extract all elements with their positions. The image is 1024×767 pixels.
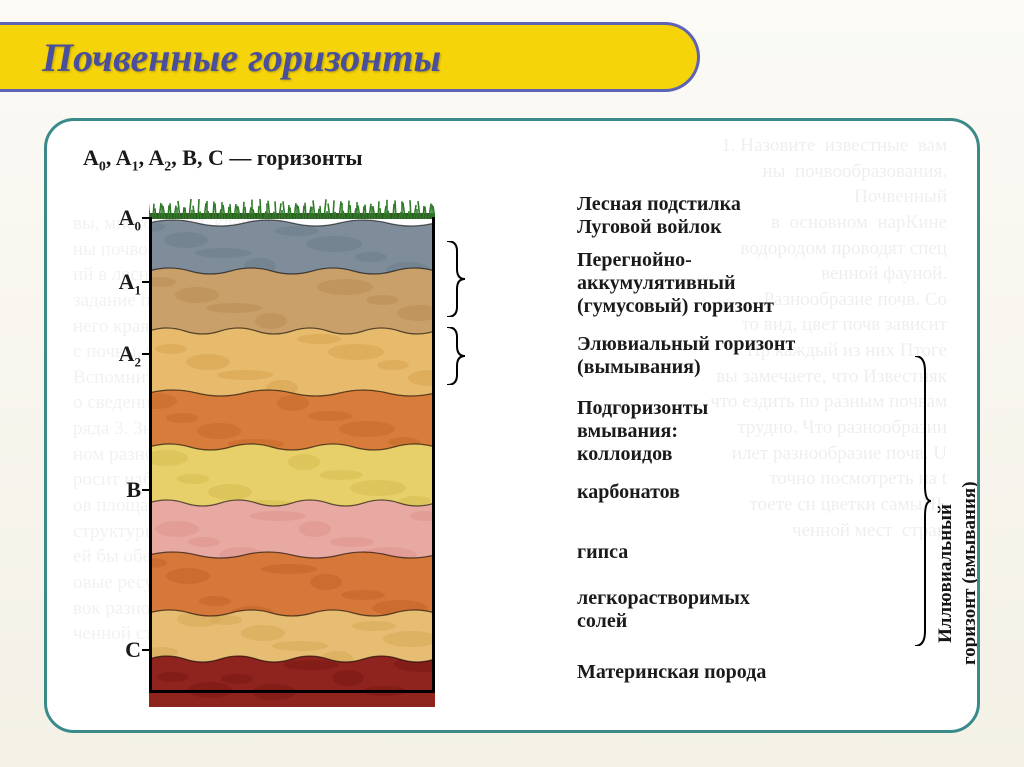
horizon-label-B: B — [101, 477, 141, 503]
slide-title: Почвенные горизонты — [42, 34, 441, 81]
grass-layer — [149, 193, 435, 219]
brace-1 — [443, 241, 465, 317]
desc-0: Лесная подстилка Луговой войлок — [577, 193, 741, 239]
desc-5: гипса — [577, 541, 628, 564]
horizon-label-C: C — [101, 637, 141, 663]
desc-2: Элювиальный горизонт (вымывания) — [577, 333, 795, 379]
layer-c — [149, 653, 435, 707]
profile-border-right — [432, 217, 435, 693]
profile-border-left — [149, 217, 152, 693]
soil-profile — [149, 193, 435, 693]
desc-3: Подгоризонты вмывания: коллоидов — [577, 397, 708, 466]
rotated-label-1: горизонт (вмывания) — [959, 481, 980, 665]
rotated-label-0: Иллювиальный — [935, 504, 957, 643]
desc-6: легкорастворимых солей — [577, 587, 750, 633]
horizon-label-A0: A0 — [101, 205, 141, 234]
content-frame: вы, многоножки, клещи) ны почвообразован… — [44, 118, 980, 733]
brace-2 — [443, 327, 465, 385]
horizon-label-A2: A2 — [101, 341, 141, 370]
desc-1: Перегнойно- аккумулятивный (гумусовый) г… — [577, 249, 774, 318]
title-bar: Почвенные горизонты — [0, 22, 700, 92]
profile-border-bottom — [149, 690, 435, 693]
legend-text: A0, A1, A2, B, C — горизонты — [83, 145, 363, 175]
desc-4: карбонатов — [577, 481, 680, 504]
big-vertical-brace — [911, 356, 931, 646]
horizon-label-A1: A1 — [101, 269, 141, 298]
desc-7: Материнская порода — [577, 661, 766, 684]
